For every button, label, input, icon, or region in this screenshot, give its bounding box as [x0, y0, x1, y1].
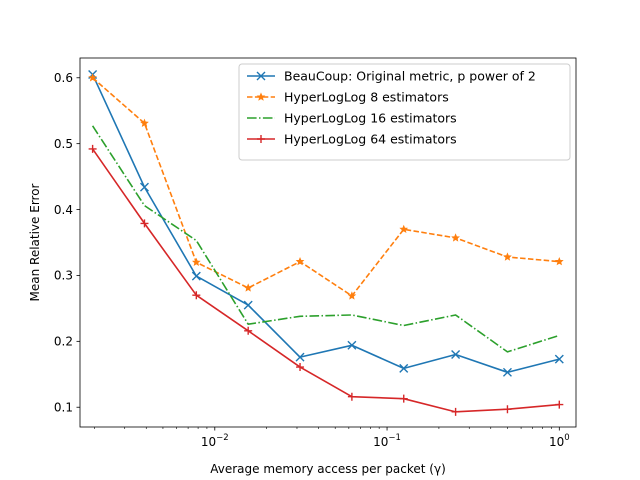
x-tick-label: 100	[549, 433, 570, 449]
series-1-point	[191, 271, 201, 281]
x-tick-label: 10−2	[201, 433, 229, 449]
series-3-line	[91, 125, 560, 353]
series-1-point	[502, 367, 512, 377]
legend-marker	[256, 92, 266, 101]
series-3	[91, 125, 560, 353]
series-2-point	[88, 73, 97, 82]
series-4-line	[91, 148, 560, 413]
series-1-point	[243, 300, 253, 310]
series-2	[88, 73, 564, 300]
series-4-point	[140, 219, 149, 228]
series-4-point	[296, 363, 305, 372]
series-4-point	[503, 405, 512, 414]
series-1-point	[139, 182, 149, 192]
series-4-point	[244, 326, 253, 335]
series-1-point	[554, 354, 564, 364]
y-tick-label: 0.3	[54, 269, 73, 283]
y-tick-label: 0.2	[54, 335, 73, 349]
legend-marker	[256, 71, 266, 81]
series-4-point	[88, 144, 97, 153]
series-2-point	[243, 283, 253, 292]
legend-item-2: HyperLogLog 8 estimators	[247, 90, 449, 105]
legend-marker	[257, 135, 265, 143]
legend-label: HyperLogLog 64 estimators	[284, 132, 457, 147]
series-2-point	[140, 118, 149, 127]
legend-label: HyperLogLog 8 estimators	[284, 90, 449, 105]
legend-item-3: HyperLogLog 16 estimators	[247, 111, 457, 126]
plot-frame	[79, 57, 577, 428]
series-1-point	[347, 340, 357, 350]
series-4-point	[399, 394, 408, 403]
series-2-point	[399, 224, 409, 234]
axis-ticks: 0.1 0.2 0.3 0.4 0.5 0.6 10−2 10−1 100	[54, 71, 570, 449]
legend-item-4: HyperLogLog 64 estimators	[247, 132, 457, 147]
series-1-point	[295, 352, 305, 362]
legend-frame	[238, 63, 571, 161]
legend: BeauCoup: Original metric, p power of 2 H…	[238, 63, 571, 161]
series-2-point	[191, 257, 201, 266]
plot-area	[88, 69, 564, 416]
series-1-point	[451, 350, 461, 360]
series-4-point	[347, 392, 356, 401]
series-4-point	[192, 291, 201, 300]
y-axis-label: Mean Relative Error	[28, 183, 42, 301]
series-2-point	[347, 291, 357, 300]
series-1-point	[399, 363, 409, 373]
y-tick-label: 0.6	[54, 71, 73, 85]
series-4	[88, 144, 564, 416]
legend-label: BeauCoup: Original metric, p power of 2	[284, 69, 536, 84]
series-2-point	[451, 233, 460, 242]
y-tick-label: 0.4	[54, 203, 73, 217]
series-2-point	[554, 257, 564, 266]
x-tick-label: 10−1	[373, 433, 401, 449]
legend-label: HyperLogLog 16 estimators	[284, 111, 457, 126]
series-2-line	[92, 77, 560, 297]
series-4-point	[451, 407, 460, 416]
legend-item-1: BeauCoup: Original metric, p power of 2	[247, 69, 536, 84]
y-tick-label: 0.5	[54, 137, 73, 151]
x-axis-label: Average memory access per packet (γ)	[210, 462, 446, 476]
y-tick-label: 0.1	[54, 401, 73, 415]
series-1-line	[91, 74, 560, 374]
series-2-point	[503, 252, 512, 261]
series-4-point	[555, 400, 564, 409]
series-2-point	[295, 257, 305, 266]
